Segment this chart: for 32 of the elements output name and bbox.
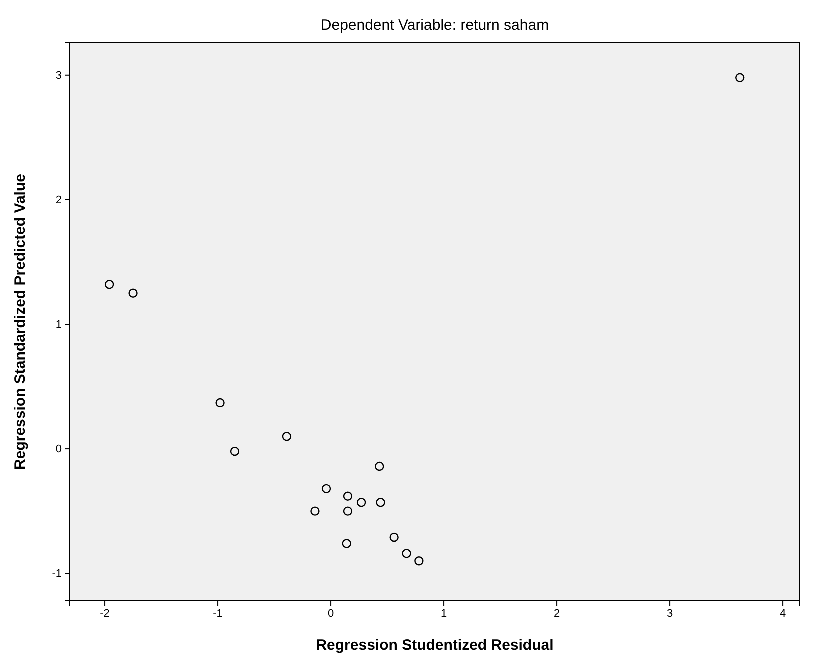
y-tick-label: 1 bbox=[56, 319, 62, 332]
point bbox=[216, 398, 225, 408]
x-tick-label: -1 bbox=[213, 608, 223, 620]
x-tick-label: 3 bbox=[666, 608, 674, 620]
x-tick-label: 4 bbox=[780, 608, 786, 620]
point bbox=[356, 498, 366, 508]
x-tick-label: -2 bbox=[100, 608, 110, 620]
point bbox=[342, 539, 352, 548]
point bbox=[390, 532, 399, 542]
x-tick-label: 1 bbox=[440, 608, 448, 620]
point bbox=[376, 498, 386, 508]
point bbox=[104, 280, 114, 290]
point bbox=[128, 288, 138, 298]
x-tick-label: 2 bbox=[554, 608, 560, 620]
chart-title: Dependent Variable: return saham bbox=[320, 17, 550, 34]
y-tick-label: 3 bbox=[56, 70, 62, 82]
point bbox=[736, 73, 745, 82]
point bbox=[282, 432, 292, 442]
point bbox=[343, 492, 353, 501]
point bbox=[375, 462, 384, 472]
point bbox=[230, 446, 240, 456]
point bbox=[310, 506, 320, 516]
point bbox=[322, 484, 332, 494]
x-axis-title: Regression Studentized Residual bbox=[316, 637, 554, 654]
x-tick-label: 0 bbox=[328, 608, 334, 620]
point bbox=[343, 506, 353, 516]
y-axis-title: Regression Standardized Predicted Value bbox=[12, 174, 29, 470]
y-tick-label: 2 bbox=[56, 194, 62, 206]
point bbox=[414, 556, 424, 566]
y-tick-label: -1 bbox=[52, 568, 62, 580]
y-tick-label: 0 bbox=[56, 444, 62, 456]
point bbox=[402, 549, 412, 558]
